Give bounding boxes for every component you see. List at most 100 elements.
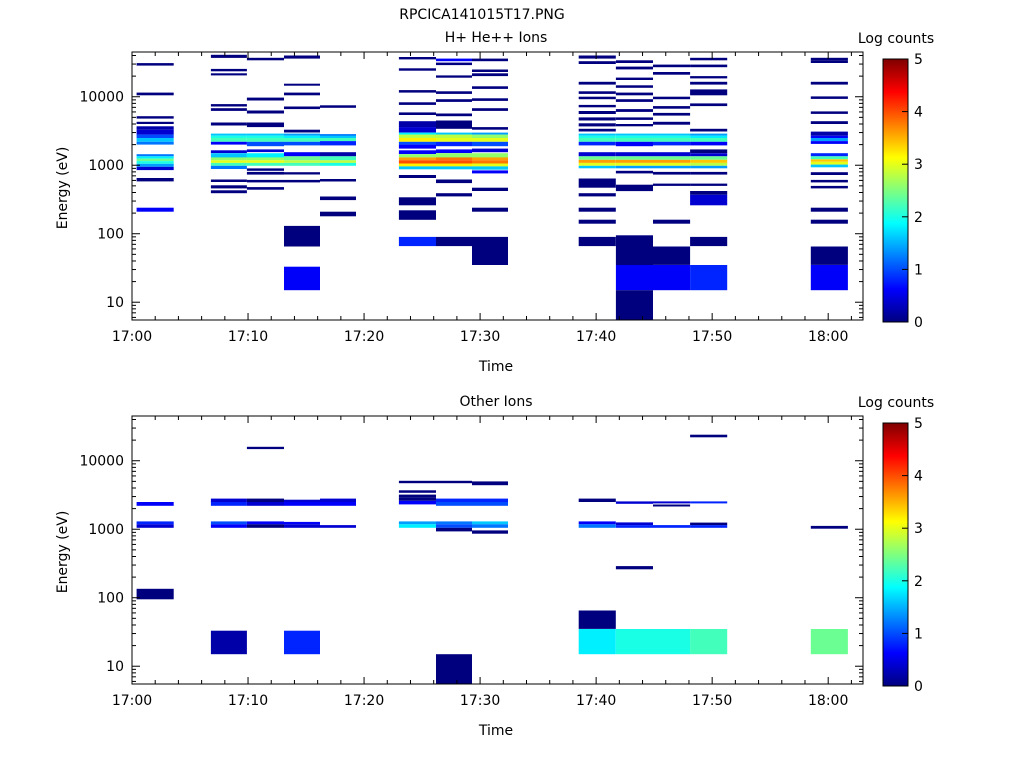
heatmap-cell [210, 160, 247, 163]
heatmap-cell [472, 141, 508, 147]
heatmap-cell [810, 159, 848, 162]
heatmap-cell [398, 494, 436, 498]
heatmap-cell [653, 135, 691, 138]
heatmap-cell [398, 197, 436, 206]
heatmap-cell [653, 504, 691, 507]
y-tick-label: 1000 [88, 522, 124, 538]
heatmap-cell [472, 148, 508, 153]
heatmap-cell [472, 134, 508, 138]
heatmap-cell [615, 124, 653, 127]
heatmap-cell [320, 135, 356, 138]
heatmap-cell [210, 157, 247, 161]
heatmap-cell [810, 246, 848, 265]
figure-title: RPCICA141015T17.PNG [399, 7, 564, 23]
heatmap-cell [578, 521, 616, 525]
heatmap-cell [210, 524, 247, 528]
colorbar-tick-label: 3 [914, 157, 923, 173]
heatmap-cell [436, 160, 472, 164]
heatmap-cell [136, 154, 174, 157]
heatmap-cell [320, 502, 356, 506]
heatmap-cell [398, 175, 436, 178]
heatmap-cell [615, 135, 653, 138]
heatmap-cell [578, 219, 616, 224]
heatmap-cell [615, 66, 653, 70]
heatmap-cell [578, 55, 616, 59]
plot-axes: 17:00 17:10 17:20 17:30 17:40 17:50 18:00 10 100… [79, 51, 864, 345]
heatmap-cell [320, 179, 356, 182]
colorbar: 0 1 2 3 4 5 [882, 416, 923, 695]
heatmap-cell [690, 434, 728, 438]
heatmap-cell [578, 152, 616, 157]
heatmap-cell [578, 104, 616, 108]
heatmap-cell [398, 500, 436, 505]
heatmap-cell [436, 132, 472, 135]
heatmap-cell [472, 132, 508, 135]
heatmap-cell [653, 501, 691, 504]
heatmap-cell [690, 194, 728, 206]
heatmap-cell [690, 236, 728, 247]
heatmap-cell [246, 171, 284, 175]
colorbar-tick-label: 1 [914, 626, 923, 642]
heatmap-cell [436, 75, 472, 78]
colorbar-gradient [882, 58, 909, 323]
y-tick-label: 10000 [79, 454, 124, 470]
heatmap-cell [246, 157, 284, 161]
heatmap-cell [436, 521, 472, 525]
panel-h-he-ions: H+ He++ Ions Log counts Energy (eV) Time… [55, 30, 934, 375]
x-tick-label: 17:30 [460, 693, 500, 709]
x-tick-label: 17:40 [576, 329, 616, 345]
heatmap-cell [398, 210, 436, 220]
x-tick-label: 17:10 [228, 329, 268, 345]
x-tick-label: 17:40 [576, 693, 616, 709]
heatmap-cell [810, 156, 848, 160]
heatmap-cell [615, 501, 653, 504]
heatmap-cell [436, 163, 472, 167]
y-tick-label: 100 [97, 591, 124, 607]
heatmap-cell [246, 160, 284, 163]
heatmap-cell [398, 68, 436, 71]
heatmap-cell [578, 111, 616, 114]
heatmap-cell [615, 159, 653, 163]
heatmap-cell [436, 527, 472, 532]
heatmap-cell [136, 166, 174, 171]
heatmap-cell [398, 480, 436, 484]
heatmap-cell [210, 179, 247, 182]
heatmap-cell [615, 629, 653, 655]
heatmap-cell [210, 68, 247, 72]
heatmap-cell [690, 162, 728, 166]
heatmap-cell [210, 138, 247, 142]
heatmap-cell [690, 141, 728, 146]
y-tick-label: 10 [106, 295, 124, 311]
heatmap-cell [690, 64, 728, 68]
heatmap-cell [578, 165, 616, 169]
heatmap-cell [436, 179, 472, 184]
heatmap-cell [436, 58, 472, 62]
heatmap-cell [136, 207, 174, 212]
heatmap-cell [653, 246, 691, 265]
heatmap-cell [690, 525, 728, 528]
heatmap-cell [690, 133, 728, 136]
heatmap-cell [398, 57, 436, 60]
heatmap-cell [398, 236, 436, 247]
heatmap-cell [398, 154, 436, 158]
heatmap-cell [810, 131, 848, 136]
heatmap-cell [472, 127, 508, 130]
heatmap-cell [246, 122, 284, 128]
heatmap-cell [690, 149, 728, 154]
heatmap-cell [436, 149, 472, 154]
heatmap-cell [653, 162, 691, 166]
colorbar-tick-label: 5 [914, 416, 923, 432]
heatmap-cell [210, 135, 247, 138]
heatmap-cell [578, 498, 616, 502]
heatmap-cell [210, 108, 247, 111]
heatmap-cell [436, 91, 472, 94]
heatmap-cell [436, 120, 472, 129]
heatmap-cell [653, 138, 691, 142]
panel-other-ions: Other Ions Log counts Energy (eV) Time 1… [55, 394, 934, 739]
heatmap-cell [615, 170, 653, 174]
heatmap-cell [246, 179, 284, 183]
y-tick-label: 10000 [79, 90, 124, 106]
heatmap-cell [436, 193, 472, 197]
heatmap-cell [810, 138, 848, 142]
x-tick-label: 17:30 [460, 329, 500, 345]
